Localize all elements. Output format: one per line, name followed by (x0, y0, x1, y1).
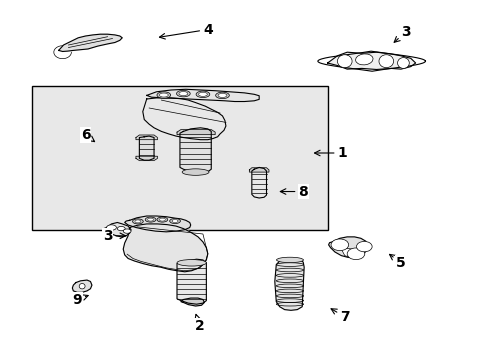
Ellipse shape (356, 242, 371, 252)
Ellipse shape (337, 55, 351, 68)
Polygon shape (123, 224, 207, 272)
Ellipse shape (215, 92, 229, 99)
Polygon shape (249, 168, 268, 172)
Ellipse shape (159, 93, 168, 97)
Ellipse shape (378, 55, 393, 68)
Ellipse shape (147, 218, 153, 221)
Ellipse shape (179, 91, 187, 96)
Polygon shape (274, 258, 304, 310)
Text: 1: 1 (314, 146, 346, 160)
Text: 3: 3 (102, 229, 125, 243)
Polygon shape (136, 135, 157, 140)
Polygon shape (328, 237, 367, 257)
Text: 6: 6 (81, 128, 94, 142)
Ellipse shape (218, 93, 226, 97)
Ellipse shape (132, 219, 143, 224)
Ellipse shape (159, 218, 165, 221)
Polygon shape (327, 52, 415, 69)
Ellipse shape (117, 226, 125, 231)
Polygon shape (72, 280, 92, 292)
Ellipse shape (106, 225, 116, 230)
Ellipse shape (157, 92, 170, 98)
Text: 7: 7 (330, 309, 349, 324)
Text: 3: 3 (393, 25, 410, 42)
Polygon shape (341, 248, 357, 258)
Ellipse shape (176, 90, 190, 97)
Ellipse shape (172, 220, 178, 222)
Ellipse shape (145, 217, 156, 222)
Polygon shape (136, 156, 157, 161)
Polygon shape (251, 167, 266, 198)
Ellipse shape (196, 91, 209, 98)
Bar (32, 86, 327, 230)
Ellipse shape (169, 219, 180, 224)
Ellipse shape (79, 284, 85, 289)
Polygon shape (181, 298, 204, 306)
Ellipse shape (182, 169, 209, 175)
Text: 8: 8 (280, 185, 307, 198)
Ellipse shape (157, 217, 167, 222)
Ellipse shape (123, 229, 131, 233)
Polygon shape (177, 130, 215, 135)
Ellipse shape (177, 260, 206, 266)
Ellipse shape (135, 220, 141, 223)
Polygon shape (59, 34, 122, 51)
Text: 2: 2 (194, 314, 204, 333)
Text: 4: 4 (159, 23, 212, 39)
Polygon shape (102, 222, 131, 237)
Text: 9: 9 (72, 293, 88, 306)
Ellipse shape (346, 248, 364, 260)
Polygon shape (139, 136, 154, 160)
Polygon shape (177, 259, 206, 304)
Text: 5: 5 (389, 255, 405, 270)
Ellipse shape (397, 58, 408, 68)
Polygon shape (142, 98, 225, 140)
Ellipse shape (198, 92, 207, 96)
Polygon shape (180, 128, 211, 173)
Polygon shape (146, 89, 259, 102)
Ellipse shape (355, 54, 372, 65)
Ellipse shape (330, 239, 348, 251)
Polygon shape (124, 216, 190, 232)
Ellipse shape (276, 257, 303, 263)
